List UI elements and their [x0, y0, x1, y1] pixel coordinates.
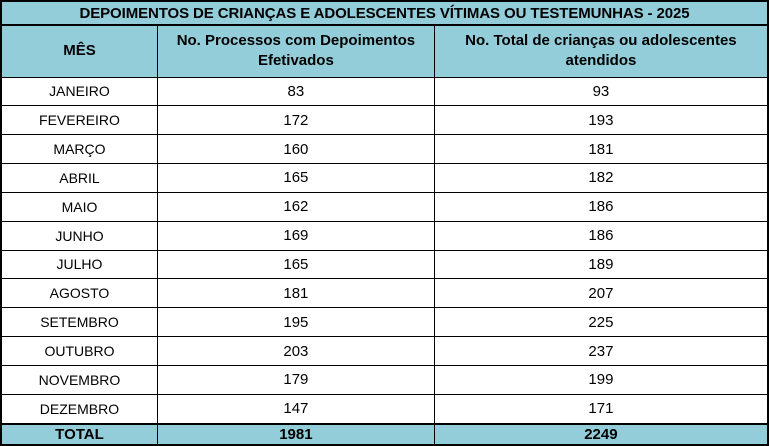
atendidos-cell: 182 [433, 163, 769, 193]
processos-cell: 165 [156, 163, 435, 193]
processos-cell: 172 [156, 105, 435, 136]
month-cell: MAIO [0, 191, 158, 222]
month-cell: DEZEMBRO [0, 393, 158, 425]
header-row: MÊS No. Processos com Depoimentos Efetiv… [0, 24, 769, 78]
month-cell: OUTUBRO [0, 336, 158, 366]
atendidos-cell: 193 [433, 105, 769, 136]
table-row: SETEMBRO 195 225 [0, 307, 769, 338]
table-row: JANEIRO 83 93 [0, 76, 769, 107]
month-cell: JUNHO [0, 220, 158, 251]
col-header-atendidos: No. Total de crianças ou adolescentes at… [433, 24, 769, 78]
table-body: JANEIRO 83 93 FEVEREIRO 172 193 MARÇO 160 181 ABR… [0, 76, 769, 425]
month-cell: SETEMBRO [0, 307, 158, 338]
total-atendidos: 2249 [433, 423, 769, 446]
month-cell: FEVEREIRO [0, 105, 158, 136]
col-header-mes: MÊS [0, 24, 158, 78]
table-row: NOVEMBRO 179 199 [0, 364, 769, 395]
table-row: FEVEREIRO 172 193 [0, 105, 769, 136]
processos-cell: 179 [156, 364, 435, 395]
month-cell: AGOSTO [0, 278, 158, 309]
table-row: JULHO 165 189 [0, 249, 769, 280]
processos-cell: 147 [156, 393, 435, 425]
table-row: JUNHO 169 186 [0, 220, 769, 251]
atendidos-cell: 225 [433, 307, 769, 338]
month-cell: JANEIRO [0, 76, 158, 107]
table-row: MARÇO 160 181 [0, 134, 769, 165]
col-header-processos: No. Processos com Depoimentos Efetivados [156, 24, 435, 78]
month-cell: MARÇO [0, 134, 158, 165]
month-cell: ABRIL [0, 163, 158, 193]
table-row: AGOSTO 181 207 [0, 278, 769, 309]
processos-cell: 195 [156, 307, 435, 338]
table-row: MAIO 162 186 [0, 191, 769, 222]
table-row: OUTUBRO 203 237 [0, 336, 769, 366]
atendidos-cell: 189 [433, 249, 769, 280]
processos-cell: 165 [156, 249, 435, 280]
atendidos-cell: 207 [433, 278, 769, 309]
processos-cell: 160 [156, 134, 435, 165]
processos-cell: 203 [156, 336, 435, 366]
month-cell: NOVEMBRO [0, 364, 158, 395]
total-row: TOTAL 1981 2249 [0, 423, 769, 446]
atendidos-cell: 171 [433, 393, 769, 425]
total-label: TOTAL [0, 423, 158, 446]
processos-cell: 162 [156, 191, 435, 222]
atendidos-cell: 237 [433, 336, 769, 366]
atendidos-cell: 199 [433, 364, 769, 395]
atendidos-cell: 186 [433, 220, 769, 251]
month-cell: JULHO [0, 249, 158, 280]
atendidos-cell: 93 [433, 76, 769, 107]
processos-cell: 169 [156, 220, 435, 251]
atendidos-cell: 181 [433, 134, 769, 165]
total-processos: 1981 [156, 423, 435, 446]
table-row: DEZEMBRO 147 171 [0, 393, 769, 425]
table-title: DEPOIMENTOS DE CRIANÇAS E ADOLESCENTES V… [0, 0, 769, 26]
atendidos-cell: 186 [433, 191, 769, 222]
table-row: ABRIL 165 182 [0, 163, 769, 193]
processos-cell: 181 [156, 278, 435, 309]
processos-cell: 83 [156, 76, 435, 107]
title-row: DEPOIMENTOS DE CRIANÇAS E ADOLESCENTES V… [0, 0, 769, 26]
